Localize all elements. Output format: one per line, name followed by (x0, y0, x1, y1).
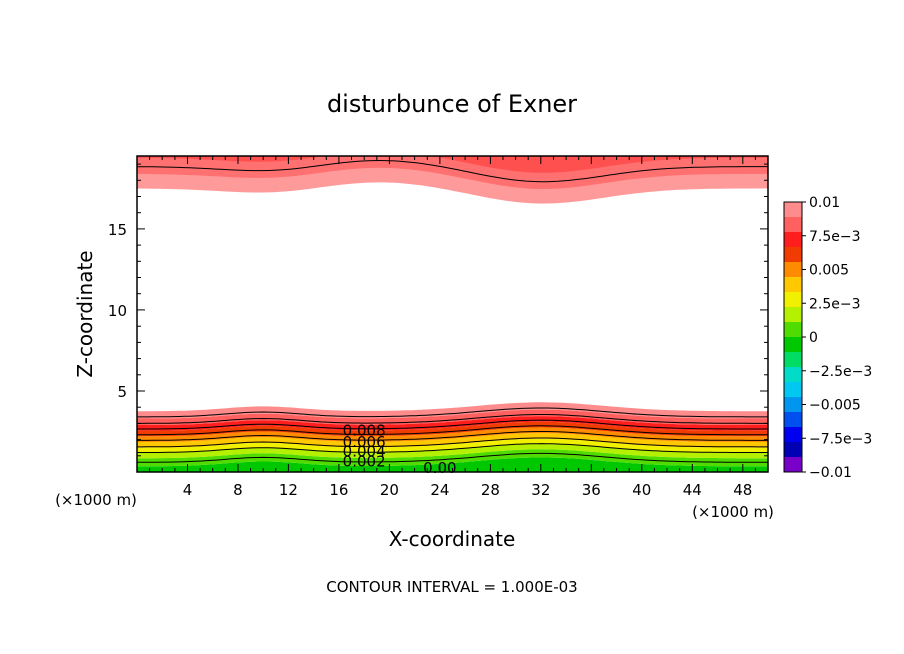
colorbar-labels: 0.01 7.5e−3 0.005 2.5e−3 0 −2.5e−3 −0.005 −7.5e… (809, 195, 872, 481)
colorbar-swatch (784, 307, 802, 323)
upper-band (137, 156, 768, 173)
colorbar-swatch (784, 202, 802, 218)
lower-band (137, 421, 768, 437)
colorbar-swatch (784, 367, 802, 383)
lower-band (137, 409, 768, 425)
y-tick-label: 15 (108, 221, 127, 239)
colorbar-label: 0 (809, 330, 818, 346)
lower-contour-line (137, 407, 768, 418)
contour-interval-note: CONTOUR INTERVAL = 1.000E-03 (326, 578, 577, 596)
lower-band (137, 433, 768, 448)
x-tick-label: 48 (733, 481, 752, 499)
colorbar-swatch (784, 442, 802, 458)
x-tick-label: 8 (233, 481, 243, 499)
colorbar-label: 7.5e−3 (809, 229, 861, 245)
x-unit-left: (×1000 m) (55, 491, 137, 509)
colorbar-swatch (784, 412, 802, 428)
x-tick-label: 36 (582, 481, 601, 499)
lower-contour-line (137, 437, 768, 448)
x-unit-right: (×1000 m) (692, 503, 774, 521)
lower-band (137, 402, 768, 419)
lower-band (137, 449, 768, 467)
contour-label: 0.004 (343, 443, 386, 461)
y-axis-label: Z-coordinate (73, 250, 97, 377)
colorbar-swatch (784, 292, 802, 308)
x-tick-label: 44 (683, 481, 702, 499)
lower-band (137, 416, 768, 431)
lower-contour-line (137, 443, 768, 453)
x-tick-label: 28 (481, 481, 500, 499)
colorbar-swatch (784, 322, 802, 338)
x-tick-label: 12 (279, 481, 298, 499)
x-tick-label: 4 (183, 481, 193, 499)
colorbar-swatch (784, 427, 802, 443)
x-tick-label: 20 (380, 481, 399, 499)
colorbar-label: −7.5e−3 (809, 431, 872, 447)
colorbar-swatch (784, 262, 802, 278)
colorbar-label: 0.005 (809, 263, 849, 279)
colorbar (783, 201, 806, 473)
contour-label: 0.002 (343, 452, 386, 470)
chart-title: disturbunce of Exner (327, 90, 577, 118)
colorbar-swatch (784, 352, 802, 368)
x-tick-label: 24 (430, 481, 449, 499)
x-tick-label: 16 (329, 481, 348, 499)
colorbar-swatch (784, 397, 802, 413)
colorbar-label: −0.005 (809, 398, 861, 414)
x-tick-label: 40 (632, 481, 651, 499)
contour-label: 0.008 (343, 421, 386, 439)
colorbar-label: −2.5e−3 (809, 364, 872, 380)
colorbar-swatch (784, 217, 802, 233)
x-axis-label: X-coordinate (389, 527, 516, 551)
colorbar-swatch (784, 337, 802, 353)
colorbar-swatch (784, 382, 802, 398)
contour-lines (137, 159, 768, 463)
lower-band (137, 443, 768, 459)
contour-label: 0.006 (343, 433, 386, 451)
contour-fills (137, 156, 768, 472)
lower-contour-line (137, 414, 768, 424)
lower-contour-line (137, 431, 768, 441)
x-tick-label: 32 (531, 481, 550, 499)
lower-contour-line (137, 452, 768, 463)
colorbar-swatch (784, 232, 802, 248)
colorbar-swatch (784, 277, 802, 293)
x-axis-ticks (136, 156, 769, 472)
colorbar-label: 2.5e−3 (809, 296, 861, 312)
colorbar-swatch (784, 457, 802, 473)
lower-contour-line (137, 425, 768, 436)
upper-contour-line (137, 159, 768, 183)
y-tick-labels: 5 10 15 (108, 221, 127, 401)
colorbar-label: 0.01 (809, 195, 840, 211)
y-tick-label: 5 (117, 383, 127, 401)
y-tick-label: 10 (108, 302, 127, 320)
lower-band (137, 427, 768, 442)
lower-contour-line (137, 419, 768, 430)
x-tick-labels: 4 8 12 16 20 24 28 32 36 40 44 48 (183, 481, 753, 499)
colorbar-swatch (784, 247, 802, 263)
lower-band (137, 457, 768, 472)
y-axis-ticks (137, 163, 768, 457)
colorbar-label: −0.01 (809, 465, 852, 481)
